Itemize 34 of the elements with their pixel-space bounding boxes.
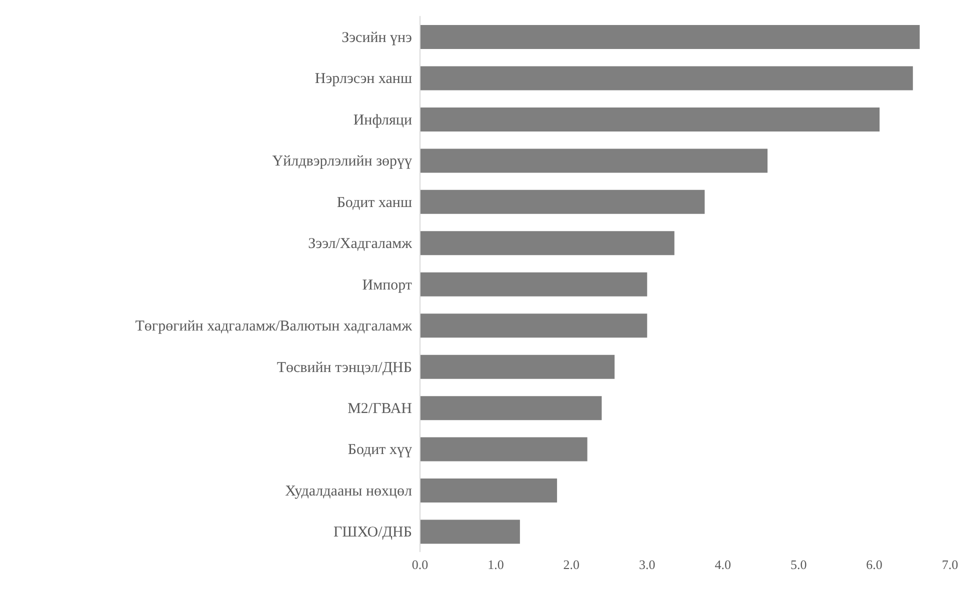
bar (420, 272, 648, 296)
x-tick-label: 3.0 (639, 557, 656, 572)
bar (420, 148, 768, 173)
bar (420, 107, 880, 132)
y-tick-label: Бодит ханш (336, 194, 412, 211)
y-tick-label: Худалдааны нөхцөл (285, 483, 413, 500)
x-tick-label: 5.0 (790, 557, 807, 572)
bar (420, 478, 558, 503)
y-tick-label: М2/ГВАН (348, 401, 412, 418)
bar (420, 231, 674, 256)
y-tick-label: Импорт (362, 277, 412, 294)
bar (420, 66, 913, 90)
y-tick-label: Зээл/Хадгаламж (308, 236, 413, 252)
x-tick-label: 7.0 (942, 557, 958, 572)
y-tick-label: Төсвийн тэнцэл/ДНБ (276, 360, 412, 376)
bar (420, 520, 520, 544)
x-tick-label: 0.0 (412, 557, 428, 572)
bar (420, 190, 705, 214)
y-tick-label: Бодит хүү (348, 442, 412, 458)
bar (420, 354, 615, 379)
x-tick-label: 1.0 (488, 557, 504, 572)
bar (420, 396, 602, 420)
x-tick-label: 6.0 (866, 557, 882, 572)
y-tick-label: Зэсийн үнэ (342, 30, 412, 46)
y-tick-label: Инфляци (353, 112, 412, 128)
x-tick-label: 2.0 (563, 557, 580, 572)
y-tick-label: ГШХО/ДНБ (333, 524, 412, 541)
bar (420, 437, 588, 462)
y-tick-label: Нэрлэсэн ханш (314, 71, 412, 88)
y-tick-label: Төгрөгийн хадгаламж/Валютын хадгаламж (135, 318, 413, 335)
bar (420, 314, 648, 338)
bar (420, 25, 920, 49)
y-tick-label: Үйлдвэрлэлийн зөрүү (272, 154, 412, 170)
x-tick-label: 4.0 (714, 557, 731, 572)
